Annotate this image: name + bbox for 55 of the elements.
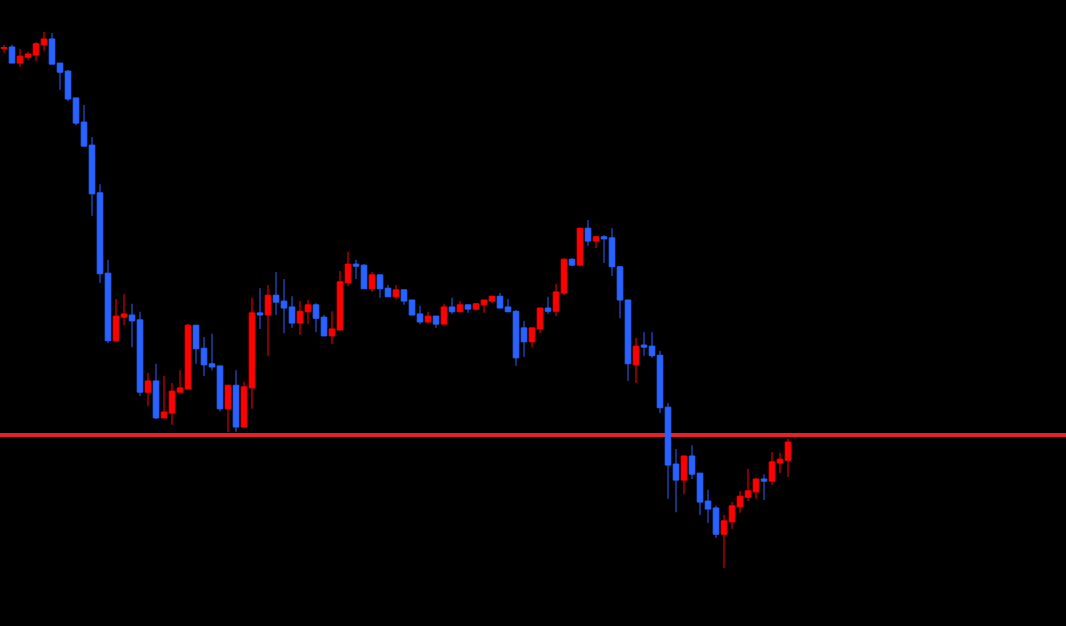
- candlestick: [648, 331, 656, 359]
- candlestick: [280, 278, 288, 334]
- candlestick: [328, 310, 336, 345]
- candlestick: [144, 372, 152, 407]
- candlestick: [448, 297, 456, 315]
- candlestick: [632, 337, 640, 384]
- candlestick: [776, 452, 784, 474]
- candlestick: [592, 236, 600, 249]
- candlestick: [552, 283, 560, 317]
- candlestick: [352, 259, 360, 280]
- candlestick: [344, 251, 352, 287]
- candlestick: [416, 305, 424, 325]
- candlestick: [176, 369, 184, 393]
- candlestick: [768, 451, 776, 486]
- candlestick: [376, 274, 384, 299]
- candlestick: [168, 382, 176, 426]
- candlestick: [736, 490, 744, 514]
- candlestick: [600, 234, 608, 264]
- candlestick: [272, 271, 280, 316]
- candlestick: [296, 300, 304, 336]
- candlestick: [200, 336, 208, 377]
- candlestick: [208, 333, 216, 371]
- candlestick: [704, 489, 712, 524]
- candlestick: [784, 438, 792, 478]
- candlestick: [120, 293, 128, 326]
- candlestick: [56, 62, 64, 91]
- candlestick: [744, 468, 752, 502]
- candlestick: [584, 219, 592, 247]
- candlestick: [720, 514, 728, 568]
- candlestick: [16, 48, 24, 68]
- candlestick: [672, 448, 680, 513]
- candlestick: [256, 287, 264, 330]
- candlestick: [480, 299, 488, 314]
- candlestick: [368, 271, 376, 293]
- candlestick: [528, 327, 536, 348]
- candlestick: [520, 320, 528, 358]
- candlestick: [312, 302, 320, 333]
- candlestick: [160, 375, 168, 419]
- candlestick: [128, 303, 136, 348]
- candlestick: [8, 44, 16, 64]
- candlestick: [504, 298, 512, 313]
- candlestick: [288, 295, 296, 329]
- candlestick: [544, 296, 552, 315]
- candlestick: [728, 501, 736, 530]
- candlestick: [760, 473, 768, 501]
- candlestick: [536, 307, 544, 334]
- candlestick: [40, 32, 48, 52]
- candlestick: [320, 314, 328, 337]
- candlestick: [264, 284, 272, 357]
- candlestick: [640, 331, 648, 357]
- candlestick: [32, 41, 40, 62]
- candlestick: [0, 44, 8, 54]
- candlestick: [304, 299, 312, 325]
- candlestick: [440, 303, 448, 325]
- candlestick: [688, 444, 696, 480]
